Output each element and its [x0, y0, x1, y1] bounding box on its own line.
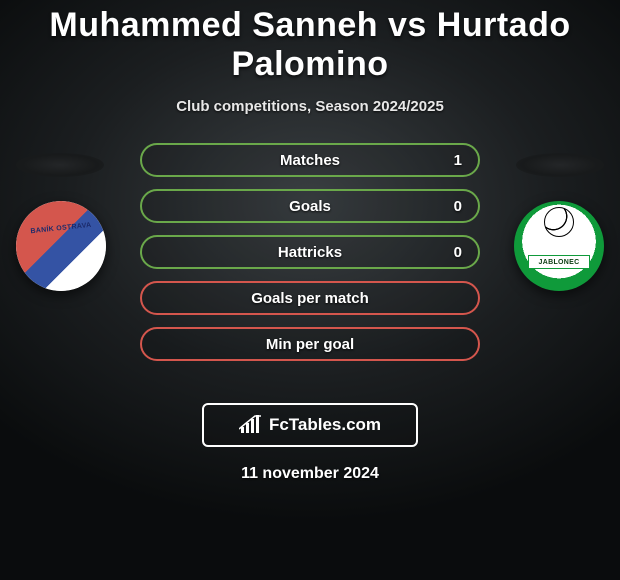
stat-label: Matches: [280, 152, 340, 169]
subtitle: Club competitions, Season 2024/2025: [0, 98, 620, 115]
date-label: 11 november 2024: [0, 465, 620, 483]
stat-label: Min per goal: [266, 336, 354, 353]
stat-label: Hattricks: [278, 244, 342, 261]
comparison-stage: BANÍK OSTRAVA JABLONEC Matches 1 Goals 0…: [0, 143, 620, 403]
stat-value: 0: [454, 198, 462, 215]
stats-list: Matches 1 Goals 0 Hattricks 0 Goals per …: [140, 143, 480, 373]
stat-value: 1: [454, 152, 462, 169]
stat-label: Goals per match: [251, 290, 369, 307]
player-1-name: Muhammed Sanneh: [49, 6, 378, 44]
vs-label: vs: [388, 6, 427, 44]
page-title: Muhammed Sanneh vs Hurtado Palomino: [0, 0, 620, 84]
stat-row: Hattricks 0: [140, 235, 480, 269]
football-icon: [544, 207, 574, 237]
stat-row: Goals per match: [140, 281, 480, 315]
club-badge-left: BANÍK OSTRAVA: [16, 201, 106, 291]
stat-value: 0: [454, 244, 462, 261]
player-1-shadow: [16, 153, 104, 177]
branding-text: FcTables.com: [269, 415, 381, 435]
club-right-text: JABLONEC: [528, 255, 590, 269]
club-badge-right: JABLONEC: [514, 201, 604, 291]
stat-row: Goals 0: [140, 189, 480, 223]
player-2-shadow: [516, 153, 604, 177]
chart-icon: [239, 415, 263, 435]
stat-row: Min per goal: [140, 327, 480, 361]
stat-label: Goals: [289, 198, 331, 215]
stat-row: Matches 1: [140, 143, 480, 177]
branding-box: FcTables.com: [202, 403, 418, 447]
